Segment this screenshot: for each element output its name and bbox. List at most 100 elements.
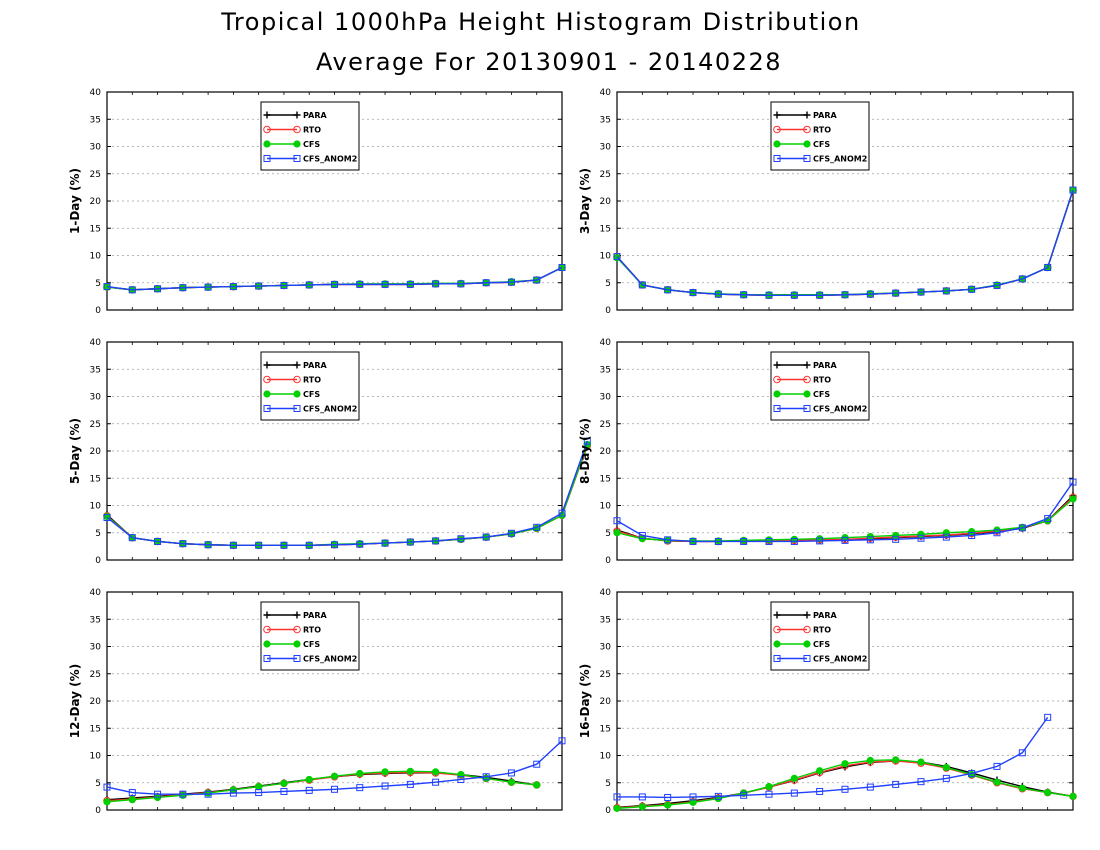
y-tick-label: 5	[95, 279, 101, 289]
data-point	[280, 541, 288, 549]
y-tick-label: 25	[600, 670, 611, 680]
series-cfs-anom2	[103, 263, 566, 294]
y-tick-label: 40	[90, 338, 102, 348]
y-tick-label: 20	[90, 697, 102, 707]
data-point	[740, 291, 748, 299]
legend-marker	[773, 405, 781, 412]
legend-item: PARA	[263, 361, 327, 370]
legend-item: PARA	[263, 111, 327, 120]
data-point	[305, 281, 313, 289]
y-tick-label: 35	[600, 115, 611, 125]
y-tick-label: 40	[600, 88, 612, 98]
data-point	[356, 784, 364, 792]
data-point	[381, 539, 389, 547]
data-point	[229, 541, 237, 549]
data-point	[689, 798, 697, 806]
data-point	[507, 529, 515, 537]
y-tick-label: 20	[90, 197, 102, 207]
panel-2: 0 5 10 15 20 25 30 35 40 3-Day (%) PARA RTO CFS CFS_A…	[578, 88, 1077, 316]
legend-label: PARA	[303, 611, 327, 620]
data-point	[406, 780, 414, 788]
y-tick-label: 35	[90, 115, 101, 125]
chart-panels: 0 5 10 15 20 25 30 35 40 1-Day (%) PARA RTO CFS CFS_A…	[68, 88, 1077, 816]
series-line	[616, 189, 1074, 296]
legend-item: CFS	[773, 390, 830, 399]
data-point	[457, 280, 465, 288]
data-point	[740, 791, 748, 799]
y-tick-label: 10	[600, 752, 612, 762]
series-cfs-anom2	[613, 478, 1077, 545]
data-point	[638, 793, 646, 801]
series-para	[103, 263, 566, 294]
series-cfs-anom2	[613, 186, 1077, 299]
y-tick-label: 25	[90, 170, 101, 180]
data-point	[942, 533, 950, 541]
legend-label: RTO	[303, 126, 321, 135]
y-tick-label: 0	[95, 556, 101, 566]
data-point	[583, 437, 591, 445]
data-point	[1044, 713, 1052, 721]
series-line	[616, 481, 1074, 543]
legend-marker	[803, 111, 811, 119]
legend-marker	[803, 611, 811, 619]
legend-marker	[293, 155, 301, 162]
data-point	[714, 792, 722, 800]
data-point	[841, 291, 849, 299]
legend-marker	[293, 655, 301, 662]
legend-label: CFS_ANOM2	[813, 655, 867, 664]
legend-marker	[293, 125, 301, 134]
data-point	[103, 798, 111, 806]
data-point	[255, 789, 263, 797]
y-tick-label: 5	[95, 529, 101, 539]
y-tick-label: 5	[95, 779, 101, 789]
legend: PARA RTO CFS CFS_ANOM2	[770, 101, 870, 171]
data-point	[993, 529, 1001, 537]
data-point	[558, 263, 566, 271]
series-line	[616, 189, 1074, 296]
data-point	[331, 541, 338, 549]
data-point	[507, 278, 515, 286]
data-point	[613, 517, 621, 525]
y-tick-label: 15	[600, 724, 611, 734]
data-point	[154, 790, 162, 798]
series-line	[616, 189, 1074, 296]
legend-item: RTO	[263, 125, 321, 135]
data-point	[866, 290, 874, 298]
data-point	[993, 778, 1001, 786]
legend-label: RTO	[303, 376, 321, 385]
y-axis-label: 8-Day (%)	[578, 418, 592, 484]
legend: PARA RTO CFS CFS_ANOM2	[260, 351, 360, 421]
y-tick-label: 0	[95, 306, 101, 316]
y-tick-label: 25	[90, 670, 101, 680]
y-tick-label: 40	[600, 338, 612, 348]
data-point	[689, 289, 697, 297]
legend-item: CFS_ANOM2	[263, 405, 357, 414]
y-axis-label: 1-Day (%)	[68, 168, 82, 234]
data-point	[714, 537, 722, 545]
data-point	[330, 772, 339, 780]
y-axis-label: 16-Day (%)	[578, 664, 592, 738]
data-point	[305, 775, 313, 784]
y-tick-label: 15	[90, 224, 101, 234]
y-tick-label: 15	[600, 474, 611, 484]
legend-item: RTO	[263, 626, 321, 635]
data-point	[689, 537, 697, 545]
plot-frame	[616, 341, 1074, 561]
legend-marker	[773, 625, 781, 634]
legend-label: CFS_ANOM2	[303, 155, 357, 164]
legend-item: RTO	[773, 376, 831, 385]
data-point	[179, 284, 187, 292]
legend: PARA RTO CFS CFS_ANOM2	[260, 101, 360, 171]
data-point	[866, 536, 874, 544]
data-point	[892, 535, 900, 543]
series-rto	[613, 186, 1077, 300]
data-point	[613, 529, 621, 537]
data-point	[432, 778, 440, 786]
legend-label: CFS	[303, 140, 320, 149]
legend-label: PARA	[813, 361, 837, 370]
data-point	[917, 530, 925, 538]
data-point	[1044, 515, 1052, 523]
legend-marker	[293, 361, 301, 369]
data-point	[432, 768, 440, 776]
data-point	[507, 769, 515, 777]
